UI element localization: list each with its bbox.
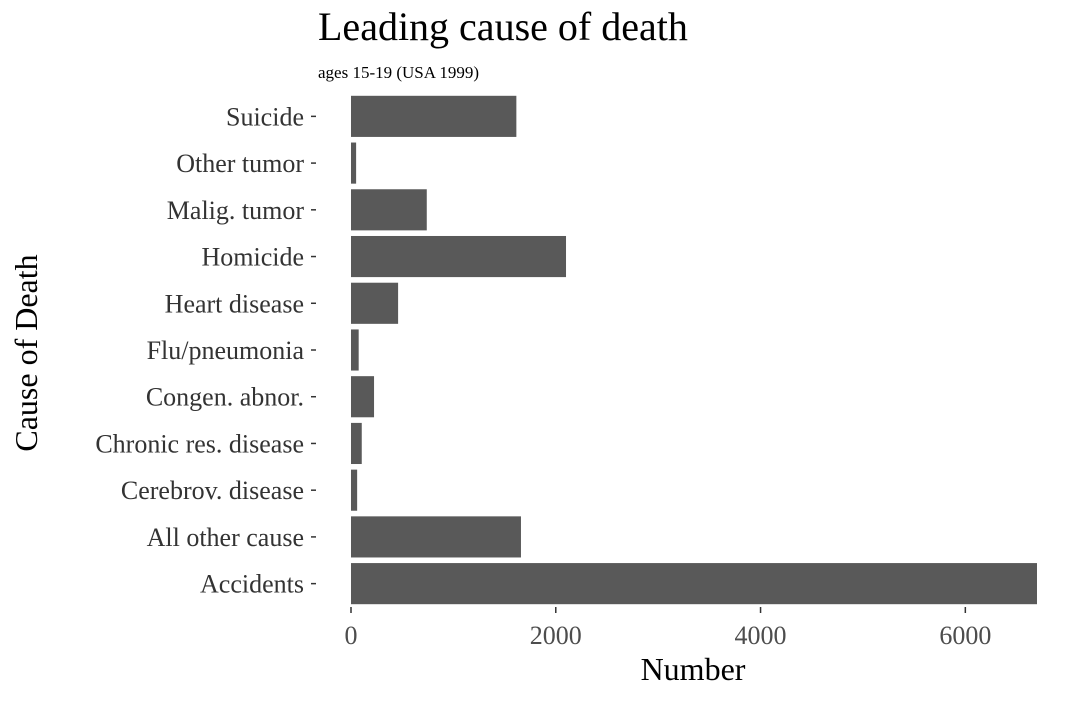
y-tick-label: Other tumor <box>176 149 304 178</box>
y-tick-label: Chronic res. disease <box>95 429 304 458</box>
bar <box>351 329 359 371</box>
y-tick-label: All other cause <box>147 523 304 552</box>
bar <box>351 469 358 511</box>
y-tick-label: Accidents <box>200 570 304 599</box>
chart-subtitle: ages 15-19 (USA 1999) <box>318 63 479 82</box>
x-tick-label: 0 <box>345 621 358 650</box>
bar <box>351 516 521 558</box>
bar <box>351 422 362 465</box>
y-tick-label: Cerebrov. disease <box>121 476 304 505</box>
x-axis: 0 2000 4000 6000 <box>345 607 991 650</box>
bar <box>351 282 399 324</box>
x-tick-label: 2000 <box>530 621 582 650</box>
bar <box>351 376 375 418</box>
bar <box>351 235 567 278</box>
x-tick-label: 6000 <box>939 621 991 650</box>
y-axis-title: Cause of Death <box>8 254 44 451</box>
x-axis-title: Number <box>641 651 746 687</box>
y-tick-label: Congen. abnor. <box>146 383 304 412</box>
bar <box>351 142 357 184</box>
bar <box>351 563 1037 605</box>
y-tick-label: Heart disease <box>165 289 304 318</box>
bar <box>351 95 517 137</box>
chart-title: Leading cause of death <box>318 4 688 49</box>
bars-group <box>351 95 1037 605</box>
y-axis: Suicide Other tumor Malig. tumor Homicide He… <box>95 102 316 599</box>
y-tick-label: Malig. tumor <box>167 196 305 225</box>
y-tick-label: Suicide <box>226 102 304 131</box>
y-tick-label: Homicide <box>201 243 304 272</box>
bar <box>351 189 427 231</box>
x-tick-label: 4000 <box>735 621 787 650</box>
y-tick-label: Flu/pneumonia <box>147 336 305 365</box>
